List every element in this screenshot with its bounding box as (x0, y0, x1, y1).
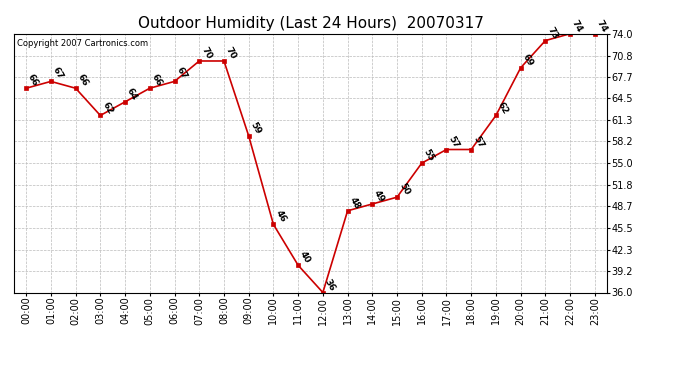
Text: 74: 74 (595, 18, 609, 34)
Text: 55: 55 (422, 148, 436, 163)
Text: Copyright 2007 Cartronics.com: Copyright 2007 Cartronics.com (17, 39, 148, 48)
Text: 73: 73 (545, 25, 560, 40)
Text: 67: 67 (175, 66, 188, 81)
Text: 66: 66 (150, 73, 164, 88)
Text: 62: 62 (496, 100, 510, 116)
Text: 66: 66 (76, 73, 90, 88)
Text: 69: 69 (521, 53, 535, 68)
Text: 50: 50 (397, 182, 411, 197)
Text: 74: 74 (570, 18, 584, 34)
Text: 64: 64 (125, 86, 139, 102)
Text: 49: 49 (373, 189, 386, 204)
Title: Outdoor Humidity (Last 24 Hours)  20070317: Outdoor Humidity (Last 24 Hours) 2007031… (137, 16, 484, 31)
Text: 67: 67 (51, 66, 65, 81)
Text: 66: 66 (26, 73, 40, 88)
Text: 62: 62 (100, 100, 115, 116)
Text: 46: 46 (273, 209, 288, 224)
Text: 59: 59 (248, 120, 263, 136)
Text: 57: 57 (471, 134, 485, 150)
Text: 70: 70 (199, 46, 213, 61)
Text: 70: 70 (224, 46, 238, 61)
Text: 36: 36 (323, 277, 337, 292)
Text: 57: 57 (446, 134, 461, 150)
Text: 40: 40 (298, 250, 312, 265)
Text: 48: 48 (348, 195, 362, 211)
